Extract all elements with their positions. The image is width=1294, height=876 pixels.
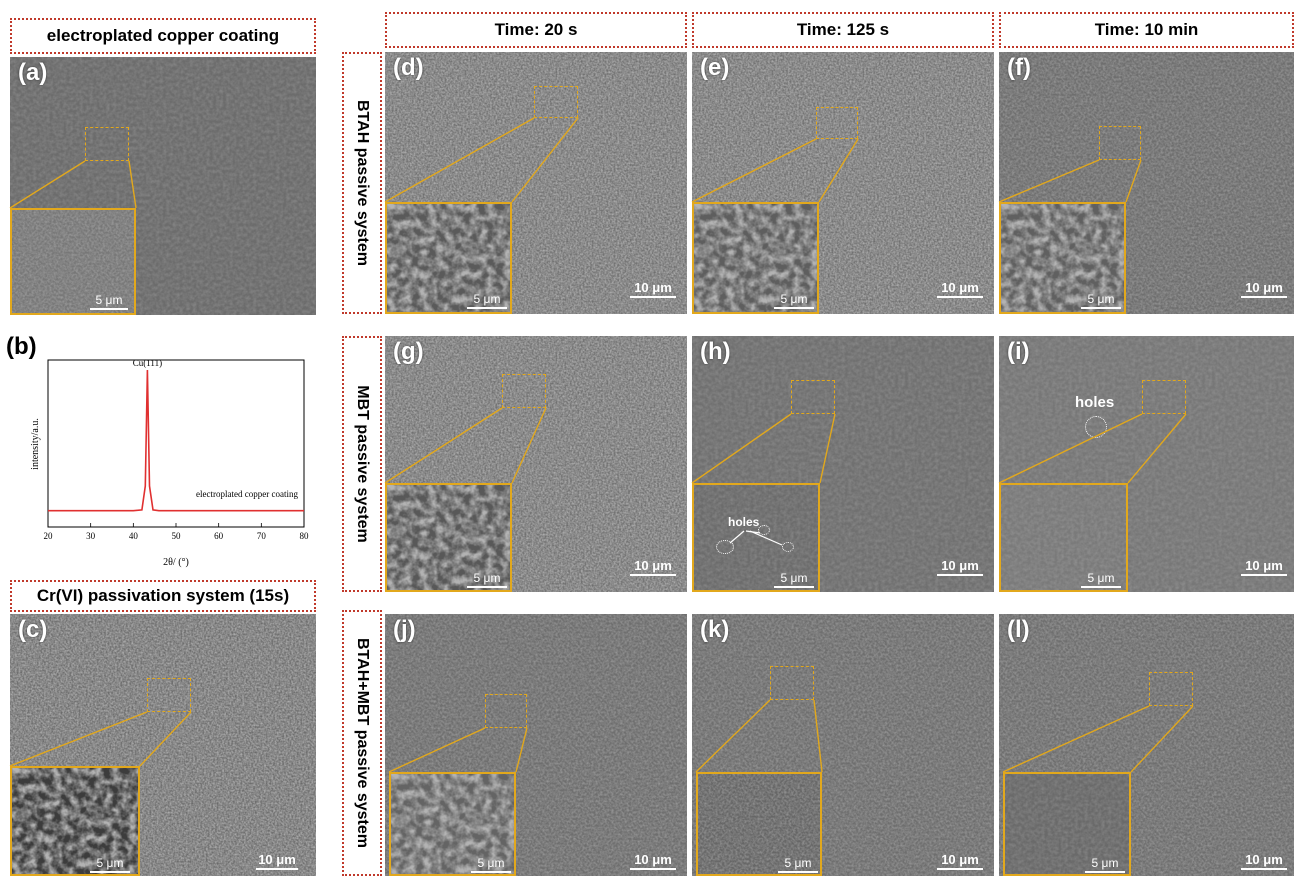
scale-bar-inset-c: 5 μm: [90, 856, 130, 873]
scale-bar-inset-j: 5 μm: [471, 856, 511, 873]
hole-marker: [1085, 416, 1107, 438]
scale-bar-inset-g: 5 μm: [467, 571, 507, 588]
holes-label-h: holes: [728, 515, 760, 529]
scale-bar-i: 10 μm: [1241, 558, 1287, 576]
zoom-box-j: [485, 694, 527, 728]
sem-image-f: (f) 5 μm 10 μm: [999, 52, 1294, 314]
zoom-box-l: [1149, 672, 1193, 706]
x-tick-label: 50: [172, 531, 182, 541]
scale-bar-inset-i: 5 μm: [1081, 571, 1121, 588]
inset-l: 5 μm: [1003, 772, 1131, 876]
scale-bar-inset-d: 5 μm: [467, 292, 507, 309]
row-header-btah: BTAH passive system: [342, 52, 382, 314]
panel-label-c: (c): [18, 616, 48, 643]
col-header-20s: Time: 20 s: [385, 12, 687, 48]
panel-label-d: (d): [393, 54, 424, 81]
x-tick-label: 20: [44, 531, 54, 541]
panel-label-e: (e): [700, 54, 730, 81]
inset-f: 5 μm: [999, 202, 1126, 314]
zoom-box-i: [1142, 380, 1186, 414]
xrd-series-line: [48, 369, 304, 512]
inset-c: 5 μm: [10, 766, 140, 876]
inset-g: 5 μm: [385, 483, 512, 592]
x-tick-label: 60: [214, 531, 224, 541]
scale-bar-inset-l: 5 μm: [1085, 856, 1125, 873]
inset-e: 5 μm: [692, 202, 819, 314]
y-axis-label: intensity/a.u.: [30, 418, 41, 470]
panel-label-h: (h): [700, 338, 731, 365]
zoom-box-e: [816, 107, 858, 139]
chart-frame: [47, 359, 305, 528]
scale-bar-inset-a: 5 μm: [90, 293, 128, 310]
x-tick-label: 40: [129, 531, 139, 541]
holes-label-i: holes: [1075, 394, 1115, 411]
peak-label: Cu(111): [133, 358, 162, 368]
panel-label-l: (l): [1007, 616, 1030, 643]
sem-image-j: (j) 5 μm 10 μm: [385, 614, 687, 876]
sem-image-d: (d) 5 μm 10 μm: [385, 52, 687, 314]
panel-label-g: (g): [393, 338, 424, 365]
sem-image-k: (k) 5 μm 10 μm: [692, 614, 994, 876]
sem-image-i: (i) holes 5 μm 10 μm: [999, 336, 1294, 592]
sem-image-a: (a) 5 μm: [10, 57, 316, 315]
hole-marker: [716, 540, 734, 554]
x-tick-label: 70: [257, 531, 267, 541]
scale-bar-d: 10 μm: [630, 280, 676, 298]
zoom-box-h: [791, 380, 835, 414]
x-tick-label: 80: [300, 531, 310, 541]
scale-bar-f: 10 μm: [1241, 280, 1287, 298]
panel-label-f: (f): [1007, 54, 1031, 81]
sem-image-c: (c) 5 μm 10 μm: [10, 614, 316, 876]
sem-image-h: (h) holes 5 μm 10 μm: [692, 336, 994, 592]
hole-marker: [782, 542, 794, 552]
inset-h: holes 5 μm: [692, 483, 820, 592]
scale-bar-e: 10 μm: [937, 280, 983, 298]
scale-bar-c: 10 μm: [256, 852, 298, 870]
hole-marker: [758, 525, 770, 535]
title-electroplated-copper: electroplated copper coating: [10, 18, 316, 54]
sem-image-l: (l) 5 μm 10 μm: [999, 614, 1294, 876]
title-cr-vi: Cr(VI) passivation system (15s): [10, 580, 316, 612]
inset-k: 5 μm: [696, 772, 822, 876]
panel-label-i: (i): [1007, 338, 1030, 365]
panel-label-j: (j): [393, 616, 416, 643]
scale-bar-l: 10 μm: [1241, 852, 1287, 870]
panel-label-k: (k): [700, 616, 730, 643]
holes-arrows: [729, 530, 783, 546]
zoom-box-c: [147, 678, 191, 712]
scale-bar-j: 10 μm: [630, 852, 676, 870]
inset-i: 5 μm: [999, 483, 1128, 592]
scale-bar-k: 10 μm: [937, 852, 983, 870]
zoom-box-a: [85, 127, 129, 161]
scale-bar-h: 10 μm: [937, 558, 983, 576]
row-header-mbt: MBT passive system: [342, 336, 382, 592]
scale-bar-inset-f: 5 μm: [1081, 292, 1121, 309]
x-axis-label: 2θ/ (°): [163, 557, 189, 568]
sem-image-g: (g) 5 μm 10 μm: [385, 336, 687, 592]
sem-image-e: (e) 5 μm 10 μm: [692, 52, 994, 314]
zoom-box-k: [770, 666, 814, 700]
panel-label-b: (b): [6, 333, 37, 360]
zoom-box-d: [534, 86, 578, 118]
inset-j: 5 μm: [389, 772, 516, 876]
scale-bar-inset-k: 5 μm: [778, 856, 818, 873]
inset-d: 5 μm: [385, 202, 512, 314]
panel-label-a: (a): [18, 59, 48, 86]
col-header-125s: Time: 125 s: [692, 12, 994, 48]
series-label: electroplated copper coating: [196, 489, 298, 499]
zoom-box-f: [1099, 126, 1141, 160]
x-tick-label: 30: [86, 531, 96, 541]
col-header-10min: Time: 10 min: [999, 12, 1294, 48]
row-header-btah-mbt: BTAH+MBT passive system: [342, 610, 382, 876]
scale-bar-g: 10 μm: [630, 558, 676, 576]
zoom-box-g: [502, 374, 546, 408]
scale-bar-inset-e: 5 μm: [774, 292, 814, 309]
inset-a: 5 μm: [10, 208, 136, 315]
xrd-chart: 20 30 40 50 60 70 80 Cu(111) electroplated cop…: [30, 358, 310, 568]
scale-bar-inset-h: 5 μm: [774, 571, 814, 588]
